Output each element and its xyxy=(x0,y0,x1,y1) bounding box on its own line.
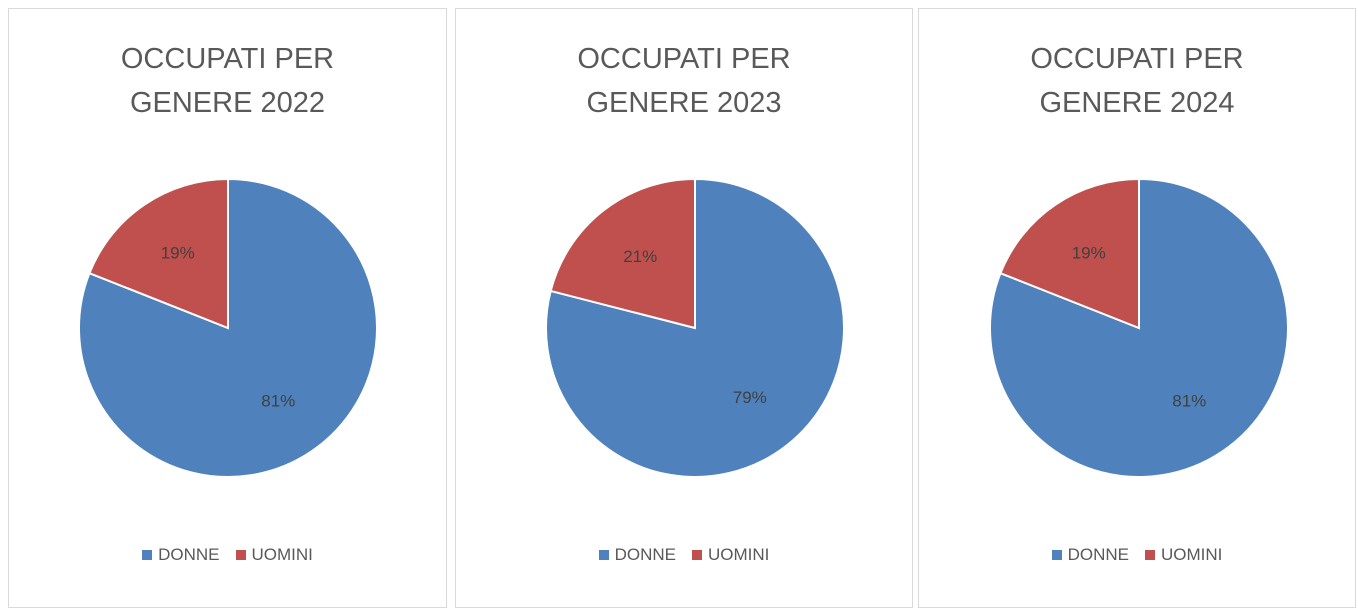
legend-item: UOMINI xyxy=(235,545,313,565)
legend-label: DONNE xyxy=(158,545,220,564)
pie-chart: 81% 19% xyxy=(989,177,1289,478)
chart-panel: OCCUPATI PER GENERE 2022 81% 19% DONNE UOMIN… xyxy=(8,8,447,608)
legend-item: DONNE xyxy=(1051,545,1129,565)
legend: DONNE UOMINI xyxy=(456,545,912,565)
data-label: 79% xyxy=(733,388,767,407)
pie-slice xyxy=(88,177,229,330)
pie-chart: 79% 21% xyxy=(545,177,845,478)
legend: DONNE UOMINI xyxy=(919,545,1355,565)
chart-title: OCCUPATI PER GENERE 2024 xyxy=(1030,43,1244,119)
legend-label: DONNE xyxy=(1067,545,1129,564)
legend-swatch xyxy=(235,550,246,560)
chart-panel: OCCUPATI PER GENERE 2024 81% 19% DONNE UOMIN… xyxy=(918,8,1356,608)
chart-title: OCCUPATI PER GENERE 2022 xyxy=(120,43,335,119)
data-label: 19% xyxy=(161,244,195,263)
legend-item: DONNE xyxy=(142,545,220,565)
legend-label: UOMINI xyxy=(708,545,770,564)
data-label: 81% xyxy=(261,391,295,410)
data-label: 21% xyxy=(623,247,657,266)
legend: DONNE UOMINI xyxy=(9,545,446,565)
pie-slice xyxy=(549,177,696,330)
pie-slice xyxy=(999,177,1140,330)
legend-label: UOMINI xyxy=(1161,545,1223,564)
data-label: 81% xyxy=(1172,391,1206,410)
legend-label: UOMINI xyxy=(251,545,313,564)
chart-title: OCCUPATI PER GENERE 2023 xyxy=(577,43,791,119)
legend-swatch xyxy=(1051,550,1062,560)
legend-label: DONNE xyxy=(614,545,676,564)
page: {"chart_data": [ {"type": "pie", "title"… xyxy=(8,8,1356,608)
legend-swatch xyxy=(598,550,609,560)
legend-item: UOMINI xyxy=(1145,545,1222,565)
legend-swatch xyxy=(142,550,153,560)
legend-swatch xyxy=(692,550,702,560)
chart-panel: OCCUPATI PER GENERE 2023 79% 21% DONNE UOMIN… xyxy=(455,8,913,608)
legend-item: DONNE xyxy=(598,545,676,565)
legend-item: UOMINI xyxy=(692,545,769,565)
pie-chart: 81% 19% xyxy=(78,177,378,478)
data-label: 19% xyxy=(1072,244,1106,263)
legend-swatch xyxy=(1145,550,1155,560)
